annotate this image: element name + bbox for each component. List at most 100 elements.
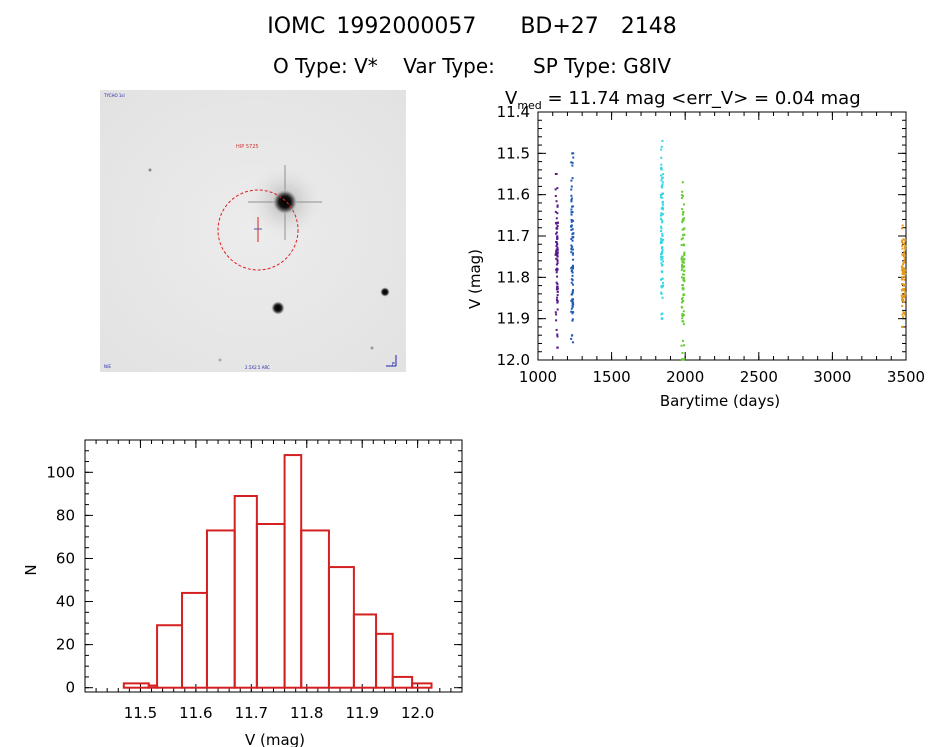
data-point xyxy=(683,253,686,256)
star xyxy=(380,287,390,297)
image-top-left-text: TYCHO 1sl xyxy=(103,93,125,98)
data-point xyxy=(682,314,685,317)
data-point xyxy=(571,228,574,231)
data-point xyxy=(571,304,574,307)
data-point xyxy=(556,248,559,251)
data-point xyxy=(660,262,663,265)
data-point xyxy=(555,271,558,274)
data-point xyxy=(661,196,664,199)
data-point xyxy=(681,263,684,266)
data-point xyxy=(556,221,559,224)
data-point xyxy=(570,238,573,241)
data-point xyxy=(661,271,664,274)
data-point xyxy=(681,320,684,323)
data-point xyxy=(660,185,663,188)
data-point xyxy=(681,208,684,211)
data-point xyxy=(556,187,559,190)
data-point xyxy=(659,214,662,217)
data-point xyxy=(570,337,573,340)
data-point xyxy=(660,292,663,295)
data-point xyxy=(682,344,685,347)
x-tick-label: 2000 xyxy=(666,368,704,386)
data-point xyxy=(556,204,559,207)
data-point xyxy=(571,312,574,315)
data-point xyxy=(571,177,574,180)
data-point xyxy=(659,278,662,281)
data-point xyxy=(661,312,664,315)
data-point xyxy=(572,232,575,235)
sky-image: TYCHO 1sl HIP 5725 2.5X2.5 ARC N/E E xyxy=(100,90,406,372)
data-point xyxy=(902,261,905,264)
data-point xyxy=(682,203,685,206)
data-point xyxy=(680,301,683,304)
y-tick-label: 20 xyxy=(56,636,75,654)
data-point xyxy=(570,185,573,188)
data-point xyxy=(903,260,906,263)
data-point xyxy=(901,288,904,291)
data-point xyxy=(681,237,684,240)
data-point xyxy=(682,261,685,264)
data-point xyxy=(903,278,906,281)
data-point xyxy=(556,285,559,288)
data-point xyxy=(683,357,686,360)
data-point xyxy=(556,254,559,257)
data-point xyxy=(901,272,904,275)
data-point xyxy=(681,190,684,193)
data-point xyxy=(682,260,685,263)
data-point xyxy=(901,299,904,302)
x-tick-label: 2500 xyxy=(740,368,778,386)
data-point xyxy=(556,246,559,249)
data-point xyxy=(903,313,906,316)
x-tick-label: 11.5 xyxy=(124,704,157,722)
data-point xyxy=(570,251,573,254)
lightcurve-chart: Vmed = 11.74 mag <err_V> = 0.04 mag 1000… xyxy=(466,88,925,410)
data-point xyxy=(660,225,663,228)
y-tick-label: 11.6 xyxy=(497,186,530,204)
data-point xyxy=(556,335,559,338)
data-point xyxy=(556,262,559,265)
data-point xyxy=(660,286,663,289)
data-point xyxy=(681,313,684,316)
data-point xyxy=(571,252,574,255)
data-point xyxy=(556,205,559,208)
data-point xyxy=(662,192,665,195)
histogram-bar xyxy=(411,682,433,689)
data-point xyxy=(682,217,685,220)
data-point xyxy=(680,244,683,247)
data-point xyxy=(660,193,663,196)
data-point xyxy=(680,298,683,301)
data-point xyxy=(571,291,574,294)
data-point xyxy=(903,252,906,255)
data-point xyxy=(660,145,663,148)
data-point xyxy=(900,227,903,230)
y-tick-label: 12.0 xyxy=(497,351,530,369)
histogram-bar xyxy=(147,684,159,689)
data-point xyxy=(555,252,558,255)
data-point xyxy=(556,227,559,230)
data-point xyxy=(683,251,686,254)
data-point xyxy=(680,276,683,279)
data-point xyxy=(661,183,664,186)
data-point xyxy=(554,188,557,191)
data-point xyxy=(901,244,904,247)
data-point xyxy=(660,207,663,210)
data-point xyxy=(680,197,683,200)
data-point xyxy=(904,269,907,272)
data-point xyxy=(660,163,663,166)
data-point xyxy=(555,240,558,243)
histogram-bar xyxy=(391,675,414,689)
data-point xyxy=(571,283,574,286)
data-point xyxy=(682,310,685,313)
data-point xyxy=(661,232,664,235)
data-point xyxy=(660,285,663,288)
data-point xyxy=(680,359,683,361)
data-point xyxy=(901,325,904,328)
data-point xyxy=(555,269,558,272)
plot-frame xyxy=(537,111,907,361)
data-point xyxy=(555,245,558,248)
y-tick-label: 11.7 xyxy=(497,227,530,245)
data-point xyxy=(572,298,575,301)
data-point xyxy=(661,250,664,253)
data-point xyxy=(661,296,664,299)
y-tick-label: 80 xyxy=(56,506,75,524)
